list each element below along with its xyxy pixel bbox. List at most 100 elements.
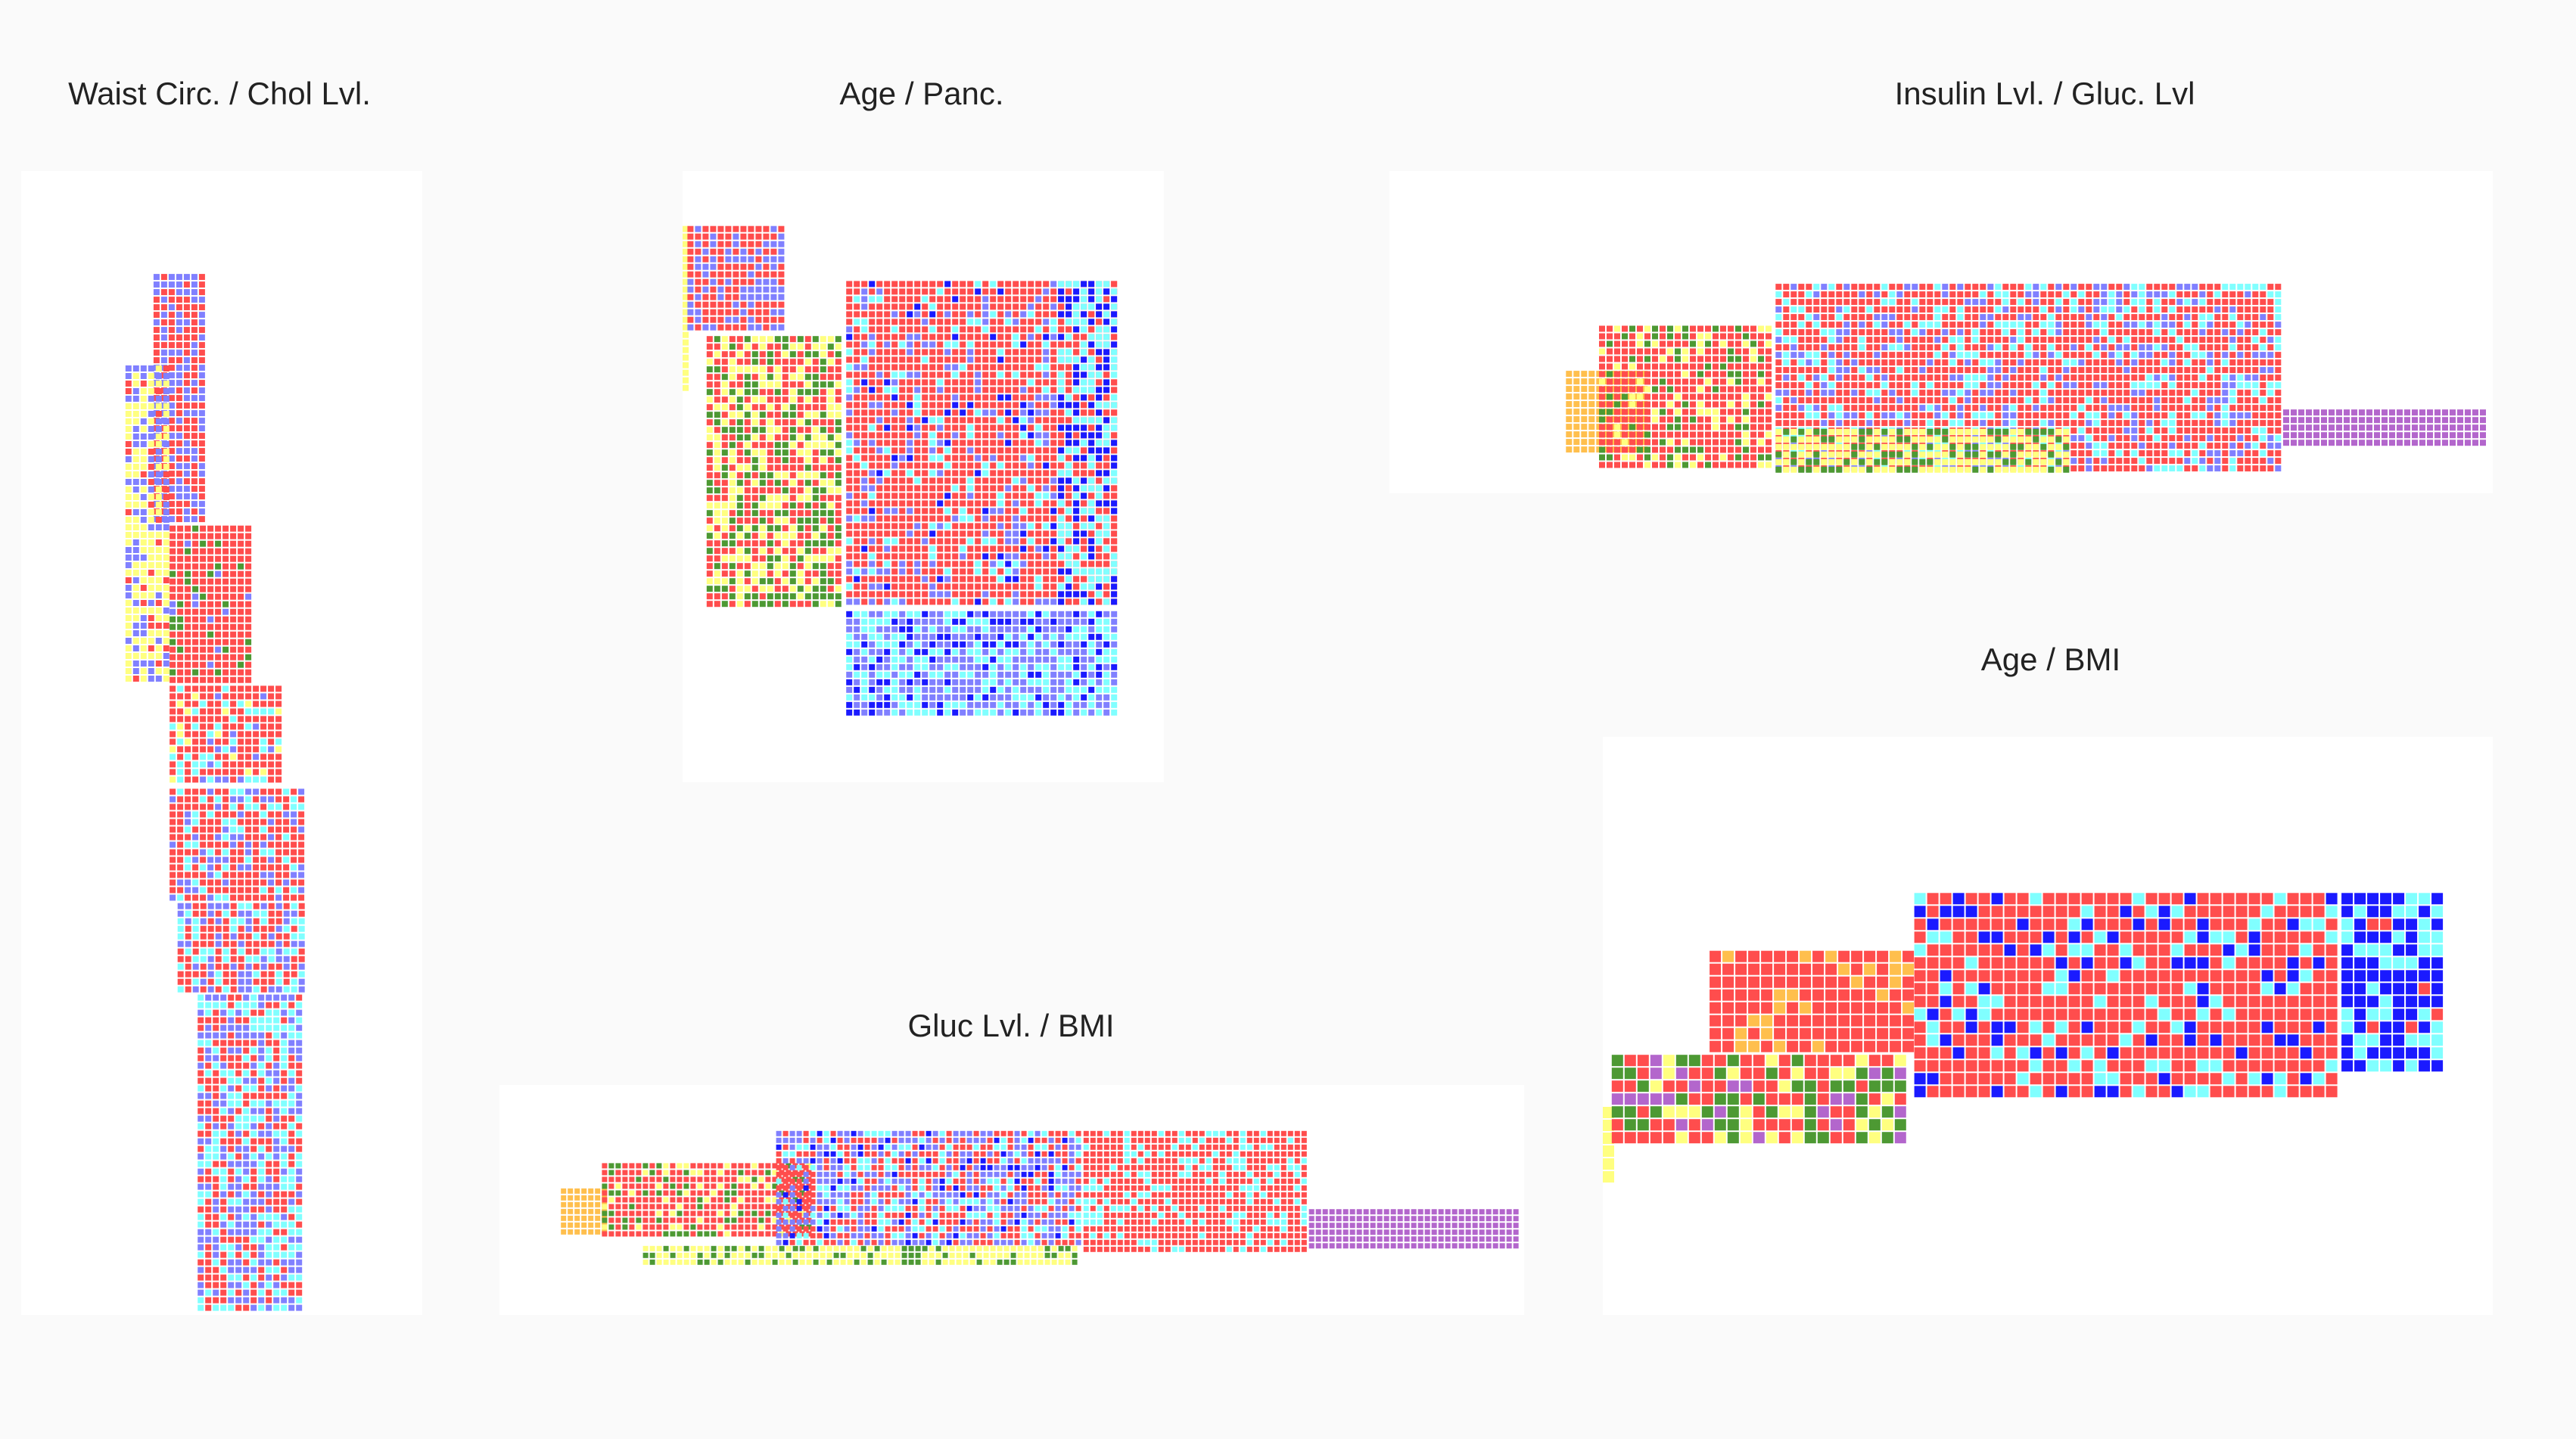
heatmap-cell (1020, 568, 1027, 575)
heatmap-cell (281, 1009, 288, 1016)
heatmap-cell (296, 1289, 303, 1296)
heatmap-cell (952, 626, 959, 632)
heatmap-cell (706, 442, 713, 449)
heatmap-cell (198, 1002, 204, 1009)
heatmap-cell (155, 676, 162, 682)
heatmap-cell (740, 324, 747, 331)
heatmap-cell (846, 530, 853, 537)
heatmap-cell (191, 289, 198, 296)
heatmap-cell (1013, 493, 1019, 499)
heatmap-cell (960, 470, 966, 477)
heatmap-cell (854, 281, 860, 287)
heatmap-cell (899, 440, 906, 446)
heatmap-cell (767, 404, 773, 411)
heatmap-cell (1096, 591, 1103, 598)
heatmap-cell (937, 470, 944, 477)
heatmap-cell (914, 409, 921, 416)
heatmap-cell (1043, 633, 1050, 640)
heatmap-cell (729, 434, 736, 441)
heatmap-cell (281, 1282, 288, 1288)
heatmap-cell (198, 1055, 204, 1061)
heatmap-cell (729, 593, 736, 600)
heatmap-cell (266, 1108, 272, 1114)
heatmap-cell (812, 412, 819, 418)
heatmap-cell (937, 493, 944, 499)
heatmap-cell (1028, 485, 1034, 492)
heatmap-cell (960, 515, 966, 522)
heatmap-cell (191, 372, 198, 379)
heatmap-cell (774, 389, 781, 396)
heatmap-cell (125, 418, 132, 424)
heatmap-cell (687, 256, 694, 263)
heatmap-cell (975, 477, 982, 484)
heatmap-cell (185, 586, 191, 592)
heatmap-cell (1035, 656, 1042, 663)
heatmap-cell (192, 776, 199, 783)
heatmap-cell (967, 515, 974, 522)
heatmap-cell (861, 326, 868, 333)
heatmap-cell (990, 553, 997, 560)
heatmap-cell (714, 533, 720, 539)
heatmap-cell (132, 562, 139, 568)
heatmap-cell (230, 925, 237, 932)
heatmap-cell (1066, 334, 1072, 340)
heatmap-cell (990, 530, 997, 537)
heatmap-cell (132, 494, 139, 500)
heatmap-cell (827, 442, 834, 449)
heatmap-cell (1028, 470, 1034, 477)
heatmap-cell (1096, 326, 1103, 333)
heatmap-cell (789, 389, 796, 396)
heatmap-cell (952, 424, 959, 431)
heatmap-block (846, 611, 1118, 716)
heatmap-cell (884, 296, 891, 303)
heatmap-cell (1028, 296, 1034, 303)
heatmap-cell (891, 296, 898, 303)
heatmap-cell (230, 879, 237, 886)
heatmap-cell (1103, 356, 1110, 363)
heatmap-cell (1111, 409, 1118, 416)
heatmap-cell (1050, 500, 1057, 507)
heatmap-cell (725, 316, 732, 323)
heatmap-cell (170, 723, 176, 730)
heatmap-cell (200, 738, 207, 745)
heatmap-cell (952, 311, 959, 318)
heatmap-cell (198, 1153, 204, 1160)
heatmap-cell (937, 633, 944, 640)
heatmap-cell (884, 326, 891, 333)
heatmap-cell (952, 326, 959, 333)
heatmap-cell (702, 324, 709, 331)
heatmap-cell (937, 356, 944, 363)
heatmap-cell (1028, 326, 1034, 333)
heatmap-cell (1081, 387, 1087, 393)
heatmap-cell (288, 1191, 295, 1198)
heatmap-cell (177, 849, 184, 856)
heatmap-cell (736, 343, 743, 350)
heatmap-cell (288, 1176, 295, 1183)
heatmap-cell (736, 487, 743, 494)
heatmap-cell (1005, 477, 1012, 484)
heatmap-cell (222, 963, 229, 970)
heatmap-cell (200, 661, 207, 668)
heatmap-cell (869, 379, 876, 386)
heatmap-cell (250, 1047, 257, 1054)
heatmap-cell (220, 1002, 227, 1009)
heatmap-cell (812, 533, 819, 539)
heatmap-cell (192, 685, 199, 692)
heatmap-cell (213, 1297, 219, 1304)
heatmap-cell (1111, 598, 1118, 605)
heatmap-cell (1013, 462, 1019, 469)
heatmap-cell (782, 593, 789, 600)
heatmap-cell (820, 517, 826, 524)
heatmap-cell (183, 433, 190, 440)
heatmap-cell (260, 903, 267, 909)
heatmap-cell (170, 834, 176, 841)
heatmap-cell (721, 487, 728, 494)
heatmap-cell (744, 517, 751, 524)
heatmap-cell (207, 623, 214, 630)
heatmap-cell (185, 570, 191, 577)
heatmap-cell (132, 479, 139, 485)
heatmap-cell (207, 776, 214, 783)
heatmap-cell (207, 769, 214, 775)
heatmap-cell (1096, 477, 1103, 484)
heatmap-cell (1050, 618, 1057, 625)
